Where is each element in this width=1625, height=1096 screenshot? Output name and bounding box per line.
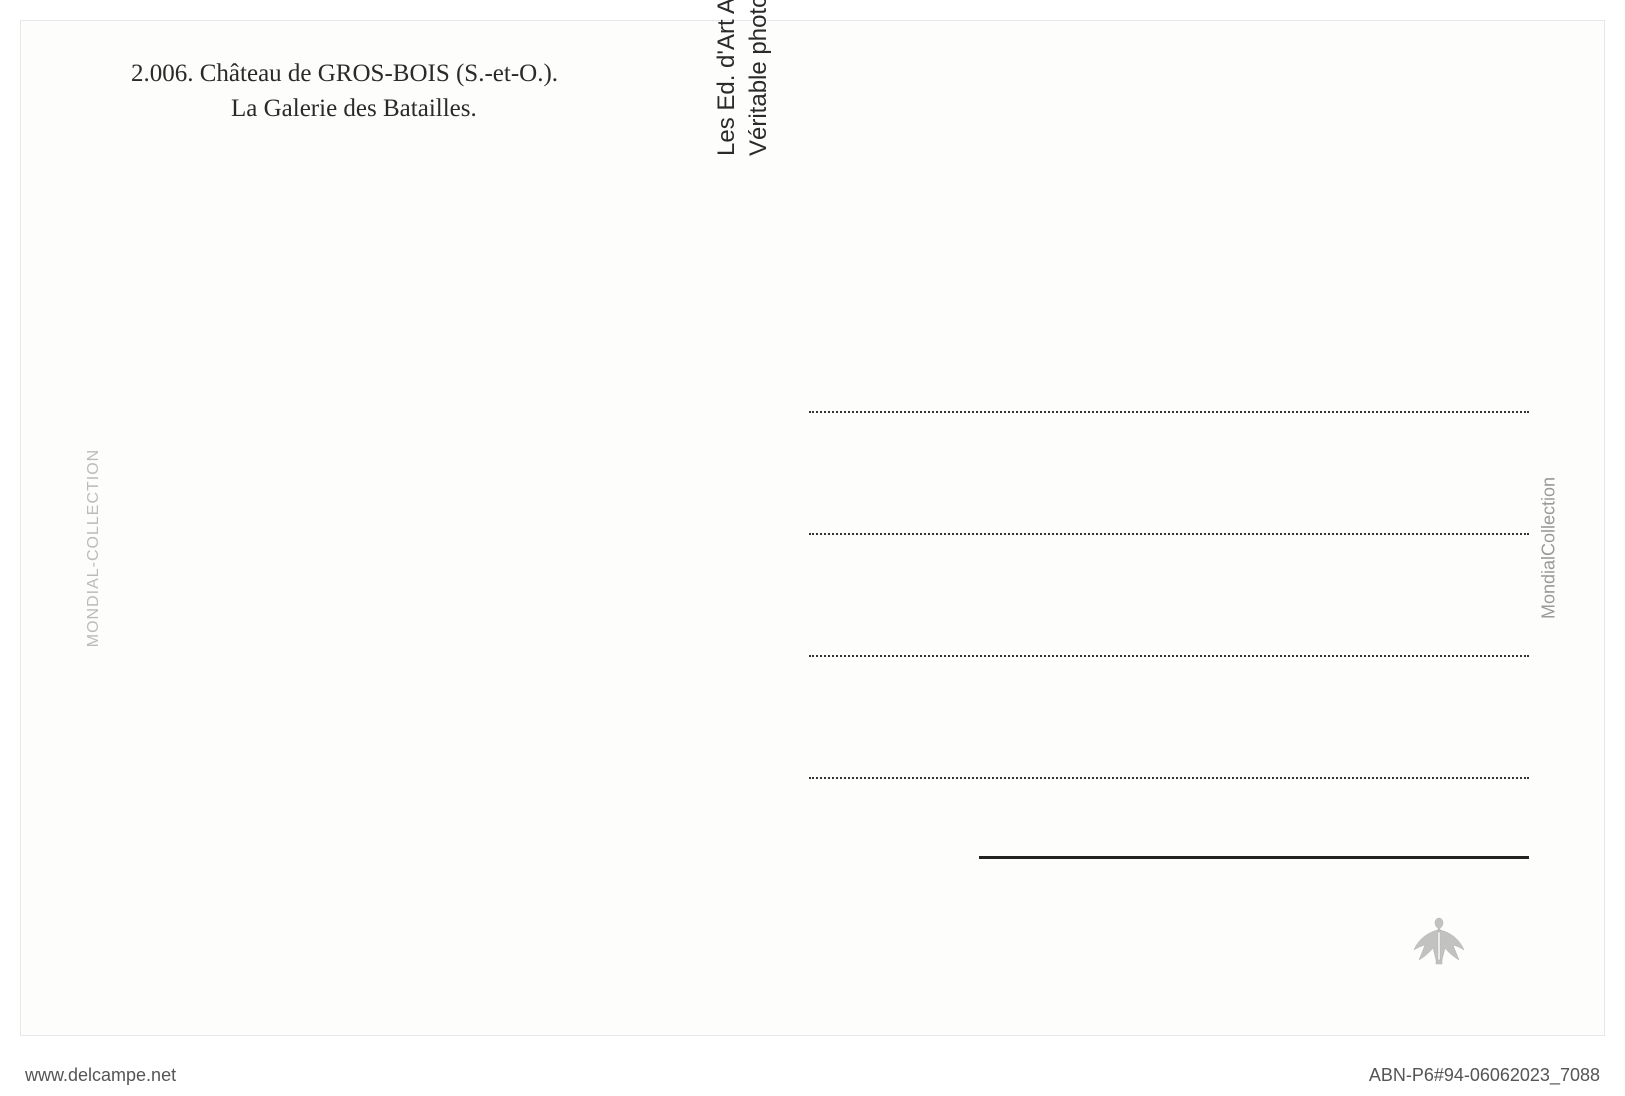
publisher-line-1: Les Ed. d'Art A.P., 11 bis, rue Colbert,… xyxy=(711,0,743,156)
address-area xyxy=(809,411,1529,899)
footer-url: www.delcampe.net xyxy=(25,1065,176,1086)
address-line xyxy=(809,655,1529,657)
eagle-icon xyxy=(1409,910,1469,970)
title-line-1: 2.006. Château de GROS-BOIS (S.-et-O.). xyxy=(131,56,558,91)
address-line xyxy=(809,411,1529,413)
watermark-left: MONDIAL-COLLECTION xyxy=(85,449,103,647)
postcard-title: 2.006. Château de GROS-BOIS (S.-et-O.). … xyxy=(131,56,558,126)
address-line xyxy=(809,533,1529,535)
footer-reference: ABN-P6#94-06062023_7088 xyxy=(1369,1065,1600,1086)
address-line xyxy=(809,777,1529,779)
publisher-line-2: Véritable photo au bromure. Reprod. inte… xyxy=(743,0,775,156)
signature-line xyxy=(979,856,1529,859)
watermark-right: MondialCollection xyxy=(1538,477,1559,619)
postcard-back: 2.006. Château de GROS-BOIS (S.-et-O.). … xyxy=(20,20,1605,1036)
title-line-2: La Galerie des Batailles. xyxy=(131,91,558,126)
publisher-info: Les Ed. d'Art A.P., 11 bis, rue Colbert,… xyxy=(711,0,776,156)
